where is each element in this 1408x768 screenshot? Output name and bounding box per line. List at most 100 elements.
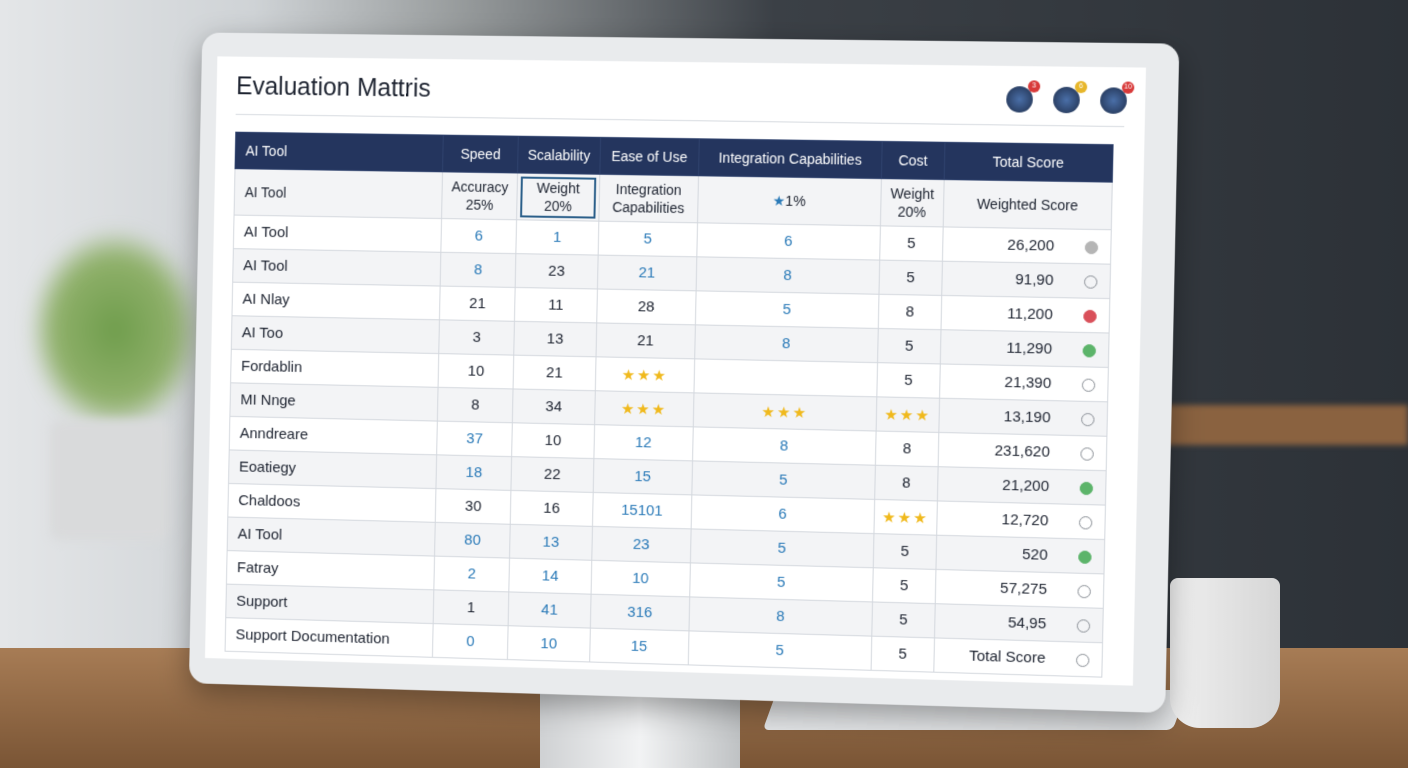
cell-text: AI Tool [244,224,289,242]
cell-text: 11,200 [1007,305,1053,323]
subheader-cell: ★1% [697,176,881,226]
cell-text: Fordablin [241,358,302,376]
table-cell: 5 [598,221,698,257]
subheader-text: 20% [544,198,572,214]
table-cell: 13,190 [939,398,1108,436]
table-cell: 15 [589,628,689,665]
cell-text: 26,200 [1007,237,1054,255]
table-cell: 15 [593,459,693,495]
table-cell: 5 [690,563,874,602]
table-cell: AI Too [231,316,439,354]
table-cell: 8 [696,257,880,294]
table-cell: 13 [514,321,597,357]
status-dot [1077,619,1091,633]
table-cell: 8 [875,465,938,501]
table-cell: 21,200 [937,467,1106,505]
cell-text: 5 [900,543,909,560]
table-cell: 28 [596,289,696,325]
status-dot [1079,516,1093,529]
badge-icon[interactable]: 3 [1006,86,1033,113]
table-cell: 8 [875,431,938,467]
subheader-text: 25% [466,197,494,213]
cell-text: 21 [469,295,486,312]
table-cell [694,359,878,397]
table-cell: 12,720 [936,501,1105,540]
table-cell: 30 [436,489,511,525]
cell-text: Chaldoos [238,492,300,510]
table-cell: 5 [690,529,874,568]
table-cell: 14 [509,558,592,594]
table-cell: 316 [590,594,690,631]
divider [236,114,1125,127]
star-rating: ★★★ [761,403,808,421]
badge-icon[interactable]: 6 [1053,87,1080,114]
cell-text: 1 [553,229,562,246]
table-cell: 1 [433,590,508,626]
table-cell: AI Tool [233,215,441,252]
table-cell: 91,90 [941,261,1110,298]
cell-text: 91,90 [1015,271,1054,289]
table-cell: 8 [438,387,514,422]
cell-text: 16 [543,500,560,517]
cell-text: 11,290 [1006,340,1052,358]
badge-count: 10 [1122,81,1135,93]
table-cell: 1 [516,220,599,255]
cell-text: Fatray [237,559,279,577]
subheader-cell: Weighted Score [943,180,1112,230]
page-title: Evaluation Mattris [236,72,431,103]
table-cell: 10 [438,354,514,389]
table-cell: 5 [688,631,872,670]
badge-icon[interactable]: 10 [1100,87,1127,114]
table-cell: 10 [507,626,590,662]
cell-text: 10 [545,432,562,449]
badge-count: 6 [1075,81,1088,93]
cell-text: 21 [637,332,654,349]
table-cell: 41 [508,592,591,628]
table-cell: Chaldoos [228,483,436,522]
table-cell: ★★★ [594,391,694,427]
table-cell: Anndreare [229,416,437,454]
table-cell: 5 [692,461,876,500]
cell-text: 15 [634,468,651,485]
table-cell: 80 [435,522,510,558]
subheader-cell: Weight 20% [880,179,943,227]
column-header: AI Tool [235,132,444,172]
table-cell: 8 [689,597,873,636]
status-dot [1083,309,1097,322]
status-dot [1082,378,1096,391]
cell-text: 13 [547,330,564,347]
table-cell: 5 [872,568,935,604]
table-cell: 231,620 [938,432,1107,470]
table-cell: AI Tool [227,517,435,556]
star-icon: ★ [773,192,786,208]
cell-text: 5 [900,577,909,594]
status-dot [1078,550,1092,563]
table-cell: ★★★ [693,393,877,431]
cell-text: Anndreare [240,425,309,443]
column-header: Total Score [944,142,1113,182]
cell-text: Total Score [969,647,1046,666]
table-cell: Fatray [226,551,434,590]
subheader-text: Weight [890,185,934,202]
table-cell: 6 [697,223,881,260]
table-cell: 10 [512,423,595,459]
cell-text: 5 [779,471,788,488]
cell-text: 0 [466,633,475,650]
star-rating: ★★★ [884,406,931,424]
cell-text: 8 [474,261,483,278]
cell-text: AI Too [242,324,284,342]
table-cell: ★★★ [874,499,937,535]
star-rating: ★★★ [882,509,929,527]
cell-text: 6 [784,233,793,250]
cell-text: 5 [777,574,786,591]
cell-text: 5 [898,645,907,662]
star-rating: ★★★ [621,366,668,384]
cell-text: 22 [544,466,561,483]
cell-text: 8 [783,267,792,284]
table-cell: Fordablin [231,349,439,387]
cell-text: 8 [905,303,914,320]
status-dot [1085,240,1099,253]
shelf [1150,405,1408,445]
subheader-text: Weighted Score [977,196,1079,214]
